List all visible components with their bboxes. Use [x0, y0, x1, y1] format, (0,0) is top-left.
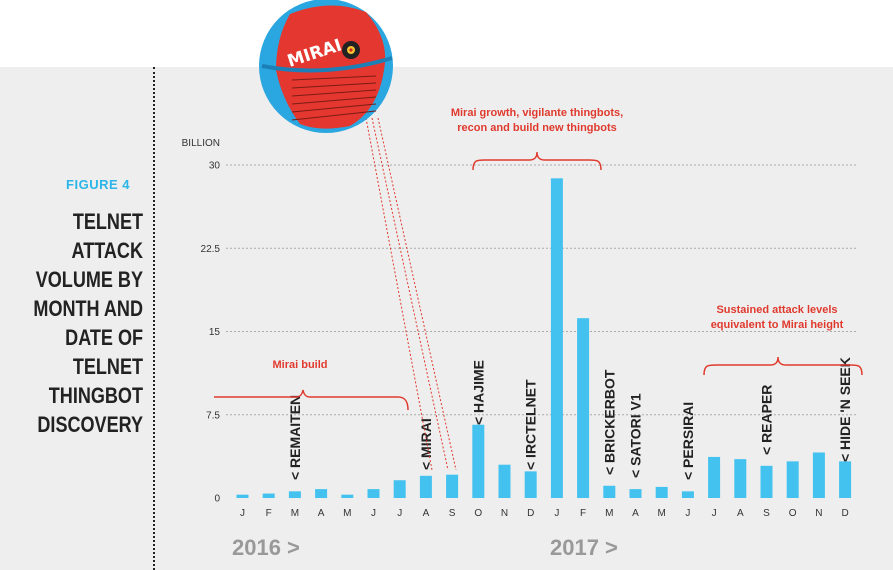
x-tick-label: J	[371, 508, 376, 519]
x-tick-label: J	[240, 508, 245, 519]
x-tick-label: F	[266, 508, 272, 519]
bar	[393, 480, 406, 498]
bar	[367, 489, 380, 498]
bar	[681, 491, 694, 498]
bar	[550, 178, 563, 498]
bar	[734, 459, 747, 498]
bar	[288, 491, 301, 498]
bar	[236, 494, 249, 498]
annotation-text: recon and build new thingbots	[457, 122, 617, 134]
x-tick-label: J	[685, 508, 690, 519]
x-tick-label: A	[423, 508, 430, 519]
event-label: < HAJIME	[470, 360, 486, 425]
bar	[786, 461, 799, 498]
logo-stripe	[291, 96, 377, 105]
connector-line	[371, 117, 449, 471]
x-tick-label: J	[554, 508, 559, 519]
x-tick-label: N	[501, 508, 508, 519]
connector-line	[365, 117, 433, 471]
logo-equator	[261, 56, 393, 73]
bar	[603, 485, 616, 498]
bar	[446, 474, 459, 498]
bar	[629, 489, 642, 498]
bar	[839, 461, 852, 498]
logo-stripe	[291, 110, 377, 121]
logo-stripe	[291, 82, 377, 89]
y-unit-label: BILLION	[182, 138, 220, 149]
x-tick-label: M	[343, 508, 351, 519]
bar	[708, 456, 721, 498]
bar	[812, 452, 825, 498]
x-tick-label: O	[474, 508, 482, 519]
y-tick-label: 30	[209, 161, 221, 172]
event-label: < SATORI V1	[628, 393, 644, 478]
x-tick-label: A	[318, 508, 325, 519]
logo-eye-center	[349, 48, 353, 52]
bar	[577, 318, 590, 498]
x-tick-label: M	[291, 508, 299, 519]
x-tick-label: S	[449, 508, 456, 519]
logo-stripe	[291, 75, 377, 81]
annotation-text: Sustained attack levels	[716, 304, 837, 316]
y-tick-label: 22.5	[201, 244, 221, 255]
bar	[524, 471, 537, 498]
x-tick-label: J	[397, 508, 402, 519]
figure-label: FIGURE 4	[66, 177, 130, 192]
x-tick-label: M	[658, 508, 666, 519]
figure-title: TELNET ATTACK VOLUME BY MONTH AND DATE O…	[33, 209, 143, 437]
y-tick-label: 0	[214, 494, 220, 505]
annotation-brace	[472, 151, 602, 171]
event-label: < REAPER	[759, 385, 775, 455]
bar	[760, 465, 773, 498]
y-tick-label: 15	[209, 327, 221, 338]
mirai-logo: MIRAI	[259, 0, 393, 133]
event-label: < PERSIRAI	[680, 402, 696, 480]
bar	[655, 486, 668, 498]
bar	[472, 424, 485, 498]
x-tick-label: S	[763, 508, 770, 519]
dotted-divider	[153, 67, 155, 570]
annotation-text: Mirai growth, vigilante thingbots,	[451, 107, 623, 119]
bar	[419, 475, 432, 498]
y-tick-label: 7.5	[206, 410, 220, 421]
logo-stripe	[291, 103, 377, 113]
bar	[315, 489, 328, 498]
event-label: < REMAITEN	[287, 395, 303, 480]
event-label: < BRICKERBOT	[601, 369, 617, 475]
logo-stripe	[291, 89, 377, 97]
annotation-text: Mirai build	[273, 359, 328, 371]
year-label: 2016 >	[232, 535, 300, 560]
event-label: < MIRAI	[418, 418, 434, 470]
connector-line	[377, 117, 457, 471]
x-tick-label: J	[712, 508, 717, 519]
x-tick-label: F	[580, 508, 586, 519]
event-label: < HIDE 'N SEEK	[837, 357, 853, 462]
bar	[341, 494, 354, 498]
logo-red-area	[276, 5, 386, 129]
year-label: 2017 >	[550, 535, 618, 560]
annotation-brace	[214, 389, 409, 411]
x-tick-label: N	[815, 508, 822, 519]
x-tick-label: D	[527, 508, 534, 519]
x-tick-label: A	[737, 508, 744, 519]
event-label: < IRCTELNET	[523, 379, 539, 470]
x-tick-label: O	[789, 508, 797, 519]
x-tick-label: M	[605, 508, 613, 519]
bar	[498, 464, 511, 498]
annotation-text: equivalent to Mirai height	[711, 319, 844, 331]
x-tick-label: D	[841, 508, 848, 519]
annotation-brace	[703, 356, 863, 376]
bar	[262, 493, 275, 498]
x-tick-label: A	[632, 508, 639, 519]
